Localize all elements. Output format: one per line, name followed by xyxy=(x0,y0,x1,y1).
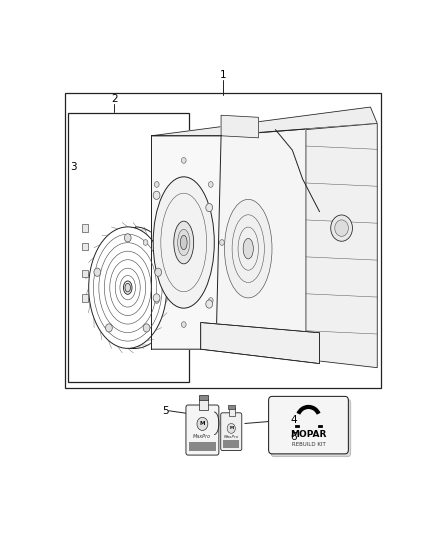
Circle shape xyxy=(153,191,160,199)
Polygon shape xyxy=(152,107,377,136)
Circle shape xyxy=(154,297,159,303)
Ellipse shape xyxy=(180,235,187,250)
Polygon shape xyxy=(201,322,320,364)
Bar xyxy=(81,270,88,277)
Polygon shape xyxy=(216,124,377,366)
Ellipse shape xyxy=(178,229,190,256)
FancyBboxPatch shape xyxy=(271,399,351,457)
Bar xyxy=(229,408,235,416)
Bar xyxy=(68,113,189,382)
Circle shape xyxy=(153,294,160,302)
Text: 6: 6 xyxy=(290,432,297,442)
Bar xyxy=(228,405,235,409)
Circle shape xyxy=(155,268,162,276)
Circle shape xyxy=(208,297,213,303)
Bar xyxy=(65,93,381,388)
Text: 3: 3 xyxy=(70,163,77,172)
Bar xyxy=(223,440,240,448)
Bar xyxy=(199,399,208,409)
Text: MaxPro: MaxPro xyxy=(224,434,239,439)
FancyBboxPatch shape xyxy=(221,413,242,450)
Circle shape xyxy=(227,424,235,433)
Text: REBUILD KIT: REBUILD KIT xyxy=(292,442,325,447)
Bar xyxy=(81,294,88,302)
FancyBboxPatch shape xyxy=(268,397,348,454)
Polygon shape xyxy=(201,322,320,364)
Text: 2: 2 xyxy=(111,94,117,104)
Circle shape xyxy=(331,215,353,241)
Text: 1: 1 xyxy=(220,70,227,79)
Polygon shape xyxy=(152,136,221,349)
Circle shape xyxy=(208,182,213,187)
Bar xyxy=(199,395,208,400)
Circle shape xyxy=(124,234,131,242)
Circle shape xyxy=(197,417,208,431)
Text: 4: 4 xyxy=(290,415,297,425)
Circle shape xyxy=(219,240,224,245)
Circle shape xyxy=(106,324,112,332)
Circle shape xyxy=(206,300,212,308)
Circle shape xyxy=(94,268,101,276)
Circle shape xyxy=(143,240,148,245)
Bar xyxy=(189,442,216,451)
Ellipse shape xyxy=(125,284,131,292)
Ellipse shape xyxy=(224,199,272,298)
Ellipse shape xyxy=(88,227,167,349)
Ellipse shape xyxy=(124,281,132,294)
Polygon shape xyxy=(221,115,258,138)
Text: M: M xyxy=(229,426,233,431)
FancyBboxPatch shape xyxy=(186,405,219,455)
Text: MaxPro: MaxPro xyxy=(193,434,212,439)
Ellipse shape xyxy=(153,177,214,308)
Circle shape xyxy=(181,158,186,163)
Bar xyxy=(81,243,88,251)
Circle shape xyxy=(143,324,150,332)
Polygon shape xyxy=(306,124,377,368)
Circle shape xyxy=(206,204,212,212)
Circle shape xyxy=(181,322,186,327)
Ellipse shape xyxy=(174,221,194,264)
Circle shape xyxy=(335,220,348,236)
Text: 5: 5 xyxy=(162,406,169,416)
Text: M: M xyxy=(200,422,205,426)
Text: MOPAR: MOPAR xyxy=(290,431,327,440)
Ellipse shape xyxy=(243,238,253,259)
Circle shape xyxy=(154,182,159,187)
Bar xyxy=(81,224,88,232)
